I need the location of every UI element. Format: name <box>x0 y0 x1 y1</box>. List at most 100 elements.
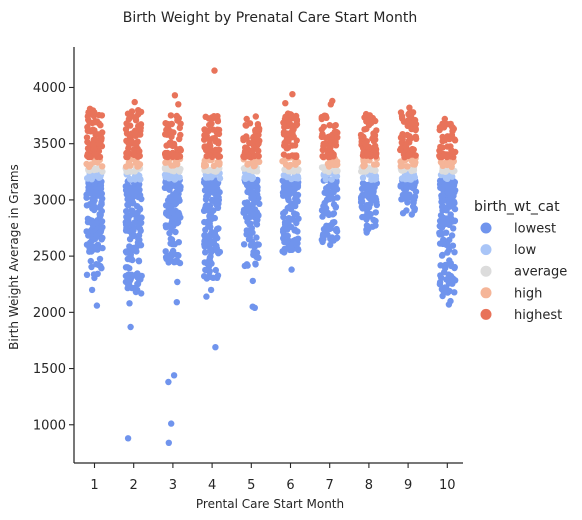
data-point-lowest <box>137 227 144 234</box>
data-point-lowest <box>321 199 328 207</box>
data-point-low <box>371 176 378 183</box>
data-point-highest <box>123 153 130 161</box>
data-point-lowest <box>133 203 141 210</box>
data-point-highest <box>168 133 175 140</box>
data-point-highest <box>405 111 412 118</box>
y-axis-label: Birth Weight Average in Grams <box>7 164 21 350</box>
data-point-lowest <box>293 219 300 227</box>
y-tick-label: 1500 <box>33 362 66 377</box>
data-point-highest <box>242 122 249 129</box>
y-tick-label: 3500 <box>33 137 66 152</box>
data-point-lowest <box>436 279 444 286</box>
data-point-outlier <box>170 372 178 379</box>
data-point-lowest <box>360 180 368 188</box>
data-point-lowest <box>333 227 340 234</box>
data-point-outlier <box>249 303 256 310</box>
data-point-highest <box>132 141 140 148</box>
data-point-lowest <box>132 247 139 254</box>
data-point-highest <box>448 134 456 141</box>
data-point-highest <box>282 113 289 121</box>
data-point-lowest <box>372 222 379 229</box>
data-point-low <box>283 173 291 181</box>
data-point-lowest <box>404 199 411 206</box>
data-point-lowest <box>442 284 449 291</box>
legend-label: average <box>514 265 567 280</box>
data-point-lowest <box>369 196 376 204</box>
data-point-outlier <box>93 302 101 309</box>
data-point-outlier <box>86 105 94 113</box>
data-point-lowest <box>324 186 331 193</box>
data-point-outlier <box>165 378 172 386</box>
data-point-lowest <box>85 184 92 191</box>
data-point-outlier <box>447 297 454 305</box>
data-point-highest <box>164 149 171 157</box>
data-point-lowest <box>214 272 222 279</box>
data-point-highest <box>127 132 134 139</box>
data-point-high <box>412 159 419 166</box>
data-point-highest <box>372 117 379 125</box>
data-point-highest <box>443 153 451 161</box>
data-point-lowest <box>202 249 209 256</box>
data-point-high <box>200 163 208 170</box>
data-point-outlier <box>363 229 370 236</box>
data-point-lowest <box>287 243 294 251</box>
data-point-lowest <box>250 211 257 218</box>
data-point-lowest <box>85 188 92 196</box>
data-point-highest <box>252 113 259 120</box>
data-point-highest <box>289 152 296 159</box>
data-point-lowest <box>438 203 446 211</box>
data-point-outlier <box>327 241 334 249</box>
data-point-lowest <box>372 209 379 216</box>
data-point-lowest <box>280 210 287 217</box>
data-point-outlier <box>175 101 182 108</box>
data-point-highest <box>216 153 224 160</box>
data-point-lowest <box>128 207 135 214</box>
data-point-lowest <box>249 194 257 201</box>
data-point-lowest <box>201 218 208 226</box>
data-point-high <box>282 161 290 168</box>
data-point-highest <box>253 152 261 159</box>
data-point-highest <box>243 135 250 142</box>
data-point-outlier <box>288 266 295 273</box>
data-point-outlier <box>168 420 175 427</box>
data-point-lowest <box>136 276 143 284</box>
data-point-high <box>99 163 106 170</box>
data-point-lowest <box>206 240 213 247</box>
data-point-lowest <box>330 210 338 217</box>
data-point-lowest <box>206 202 214 209</box>
data-point-lowest <box>129 256 136 264</box>
data-point-high <box>332 161 339 168</box>
data-point-lowest <box>281 221 289 228</box>
data-point-lowest <box>83 241 91 248</box>
axes <box>73 47 463 464</box>
data-point-highest <box>327 137 334 144</box>
data-point-highest <box>215 138 222 145</box>
data-point-lowest <box>439 251 446 259</box>
data-point-lowest <box>98 236 105 243</box>
data-point-highest <box>372 153 380 160</box>
y-tick-label: 2000 <box>33 306 66 321</box>
data-point-highest <box>412 135 420 142</box>
data-point-lowest <box>322 205 330 212</box>
data-point-lowest <box>126 282 133 289</box>
data-point-outlier <box>408 211 415 218</box>
data-point-lowest <box>93 220 100 227</box>
data-point-lowest <box>332 204 339 211</box>
data-point-highest <box>92 118 99 125</box>
data-point-lowest <box>177 186 184 193</box>
data-point-highest <box>96 140 103 148</box>
data-point-lowest <box>89 195 96 202</box>
data-point-lowest <box>244 199 251 206</box>
data-point-lowest <box>451 217 459 224</box>
data-point-lowest <box>170 251 177 258</box>
data-point-lowest <box>176 211 183 218</box>
data-point-lowest <box>399 210 407 217</box>
data-point-highest <box>405 152 412 160</box>
data-point-lowest <box>331 219 338 226</box>
legend-marker-highest <box>480 308 492 320</box>
data-point-highest <box>318 126 325 133</box>
data-point-lowest <box>97 211 104 219</box>
data-point-lowest <box>318 236 325 243</box>
y-tick-label: 3000 <box>33 193 66 208</box>
